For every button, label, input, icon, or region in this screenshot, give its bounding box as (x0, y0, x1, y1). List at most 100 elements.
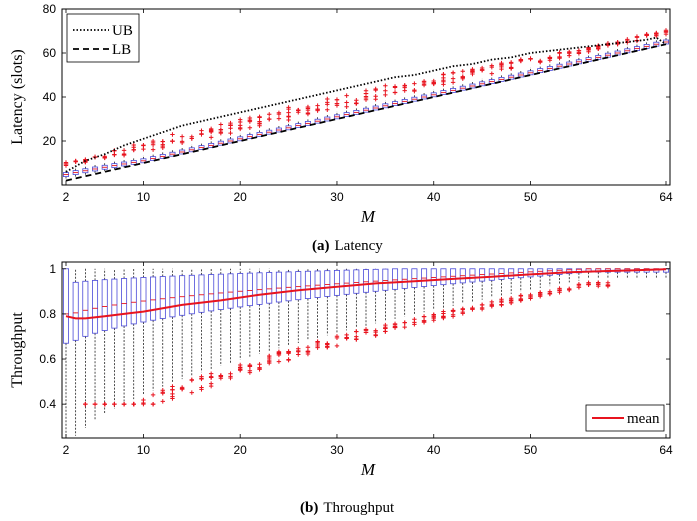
throughput-outlier (528, 294, 533, 300)
throughput-chart: 2 10 20 30 40 50 64 0.4 0.6 0.8 1 Throughput M mea… (9, 261, 673, 516)
latency-outlier (237, 126, 243, 132)
latency-outlier (160, 143, 165, 149)
latency-outlier (199, 131, 204, 136)
throughput-box (217, 273, 224, 310)
latency-y-tick-label: 20 (43, 134, 57, 148)
throughput-box (508, 268, 515, 279)
latency-outlier (286, 114, 291, 120)
throughput-outlier (354, 337, 359, 342)
throughput-y-axis-label: Throughput (9, 312, 26, 388)
throughput-outlier (218, 374, 224, 379)
throughput-outlier (383, 325, 388, 330)
latency-outlier (508, 61, 514, 66)
latency-outlier (537, 58, 543, 64)
latency-outlier (276, 116, 282, 121)
throughput-outlier (344, 336, 349, 341)
throughput-box (324, 270, 331, 297)
throughput-outlier (170, 384, 175, 389)
throughput-outlier (102, 401, 107, 407)
throughput-outlier (305, 345, 311, 350)
latency-outlier (402, 88, 407, 93)
throughput-outlier (431, 312, 436, 318)
throughput-box (208, 274, 215, 312)
throughput-box (275, 271, 282, 303)
throughput-outlier (276, 359, 282, 364)
throughput-x-tick-label: 20 (234, 443, 248, 457)
throughput-outlier (450, 308, 456, 313)
latency-bound-lines (65, 36, 667, 182)
latency-outlier (460, 75, 465, 80)
throughput-outlier (421, 314, 427, 319)
throughput-box (372, 268, 379, 292)
throughput-outlier (547, 290, 553, 296)
throughput-outlier (499, 302, 504, 307)
throughput-outlier (170, 391, 175, 397)
throughput-mean-line (65, 268, 667, 320)
latency-outlier (257, 120, 262, 126)
throughput-x-tick-label: 40 (427, 443, 441, 457)
throughput-box (111, 278, 118, 329)
throughput-outlier (441, 309, 446, 314)
throughput-box (314, 270, 321, 298)
latency-outlier (179, 134, 185, 139)
latency-outlier (218, 127, 224, 132)
latency-outlier (392, 84, 398, 89)
latency-x-tick-label: 2 (63, 190, 70, 204)
latency-outlier (383, 83, 388, 88)
latency-outlier (499, 60, 504, 66)
throughput-outlier (363, 328, 369, 333)
throughput-outlier (160, 391, 165, 396)
throughput-box (517, 268, 524, 279)
throughput-outlier (160, 399, 165, 404)
throughput-box (546, 268, 553, 276)
throughput-box (227, 273, 234, 309)
throughput-caption: (b) Throughput (300, 500, 395, 516)
latency-outlier (596, 45, 601, 51)
throughput-outlier (150, 392, 156, 398)
throughput-box (198, 274, 205, 313)
latency-outlier (63, 161, 69, 167)
latency-outlier (334, 97, 340, 103)
latency-outlier (73, 159, 78, 164)
throughput-outlier (267, 353, 272, 359)
latency-outlier (528, 56, 533, 62)
throughput-outlier (421, 318, 427, 324)
throughput-box (188, 274, 195, 315)
latency-outlier (237, 117, 243, 122)
latency-x-tick-label: 30 (330, 190, 344, 204)
throughput-box (285, 271, 292, 302)
throughput-axis-ticks: 2 10 20 30 40 50 64 0.4 0.6 0.8 1 (39, 262, 673, 457)
latency-outlier (160, 139, 165, 144)
latency-outlier (663, 29, 669, 34)
latency-boxplots (63, 28, 670, 181)
throughput-box (169, 275, 176, 318)
throughput-x-axis-label: M (360, 460, 376, 479)
throughput-box (266, 272, 273, 304)
latency-outlier (576, 51, 582, 56)
throughput-box (343, 269, 350, 295)
throughput-y-tick-label: 0.6 (39, 352, 56, 366)
throughput-legend-box (585, 404, 665, 432)
latency-y-tick-label: 80 (43, 2, 57, 16)
latency-outlier (344, 93, 349, 98)
throughput-box (150, 276, 157, 321)
latency-outlier (257, 114, 262, 120)
latency-outlier (489, 71, 495, 76)
latency-outlier (247, 125, 253, 131)
throughput-box (401, 268, 408, 289)
latency-outlier (267, 116, 272, 122)
latency-outlier (644, 32, 649, 37)
throughput-x-tick-label: 2 (63, 443, 70, 457)
latency-y-axis-label: Latency (slots) (9, 49, 26, 145)
throughput-box (382, 268, 389, 291)
latency-outlier (450, 70, 456, 75)
throughput-outlier (470, 305, 475, 311)
throughput-outlier (576, 282, 582, 288)
throughput-outlier (315, 343, 320, 349)
latency-outlier (344, 104, 349, 109)
latency-outlier (450, 76, 456, 81)
throughput-outlier (179, 386, 185, 392)
throughput-outlier (112, 401, 117, 407)
throughput-outlier (170, 396, 175, 401)
